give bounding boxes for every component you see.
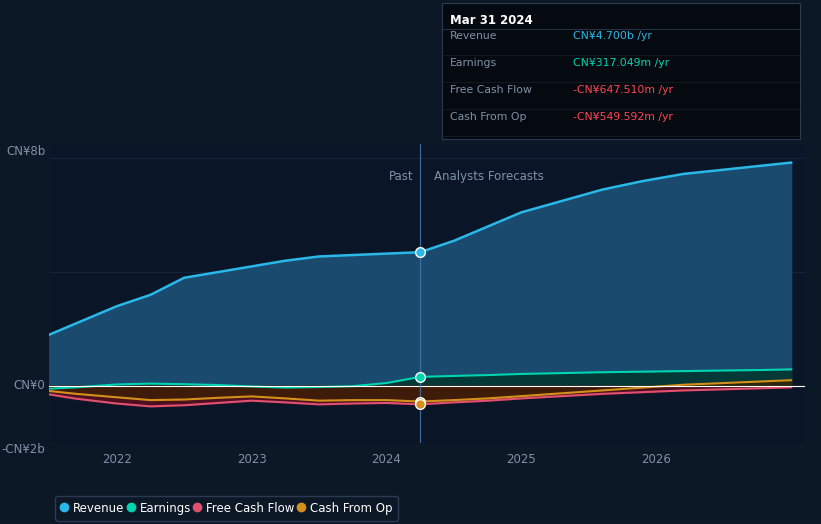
Text: Analysts Forecasts: Analysts Forecasts bbox=[433, 170, 544, 183]
Text: Revenue: Revenue bbox=[450, 31, 498, 41]
Text: CN¥0: CN¥0 bbox=[14, 379, 45, 392]
Text: CN¥8b: CN¥8b bbox=[7, 145, 45, 158]
Text: Cash From Op: Cash From Op bbox=[450, 112, 526, 122]
Text: -CN¥647.510m /yr: -CN¥647.510m /yr bbox=[573, 85, 673, 95]
Text: Earnings: Earnings bbox=[450, 58, 497, 68]
Text: Mar 31 2024: Mar 31 2024 bbox=[450, 14, 533, 27]
Text: CN¥4.700b /yr: CN¥4.700b /yr bbox=[573, 31, 652, 41]
Text: Past: Past bbox=[389, 170, 414, 183]
Text: -CN¥549.592m /yr: -CN¥549.592m /yr bbox=[573, 112, 673, 122]
Text: CN¥317.049m /yr: CN¥317.049m /yr bbox=[573, 58, 669, 68]
Text: -CN¥2b: -CN¥2b bbox=[2, 443, 45, 456]
Legend: Revenue, Earnings, Free Cash Flow, Cash From Op: Revenue, Earnings, Free Cash Flow, Cash … bbox=[55, 496, 398, 520]
Text: Free Cash Flow: Free Cash Flow bbox=[450, 85, 532, 95]
